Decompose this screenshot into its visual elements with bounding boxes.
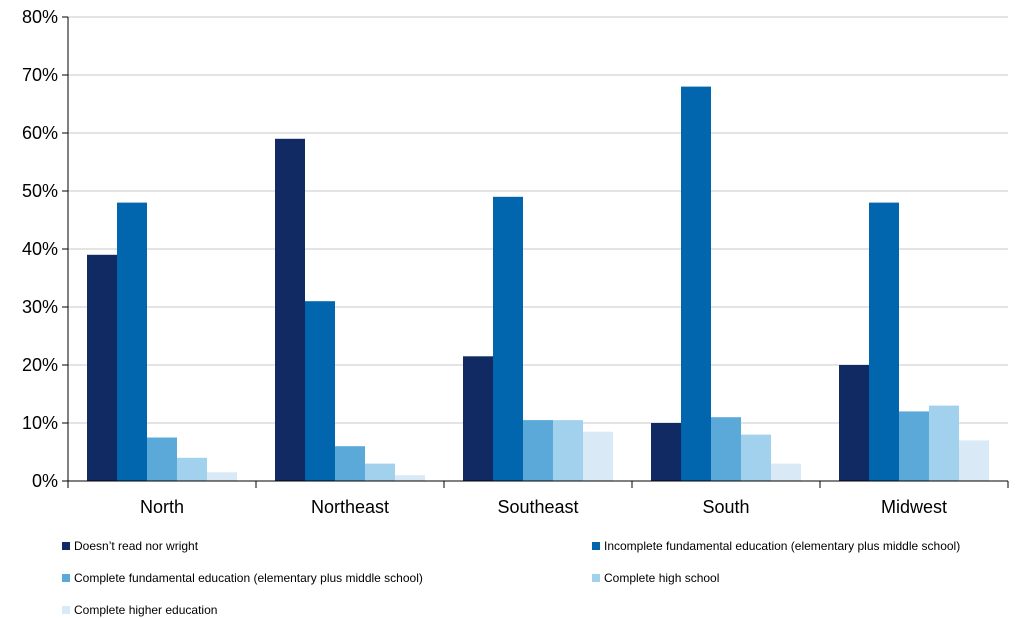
- legend-swatch: [592, 542, 600, 550]
- legend: Doesn’t read nor wright Incomplete fundam…: [62, 539, 960, 617]
- bar: [651, 423, 681, 481]
- gridlines: [68, 16, 1008, 424]
- bar: [553, 420, 583, 481]
- y-tick-label: 70%: [22, 65, 58, 85]
- bar: [305, 301, 335, 481]
- bar: [395, 475, 425, 481]
- y-tick-label: 30%: [22, 297, 58, 317]
- y-tick-label: 10%: [22, 413, 58, 433]
- legend-label: Doesn’t read nor wright: [74, 539, 199, 553]
- y-tick-label: 60%: [22, 123, 58, 143]
- bar: [741, 434, 771, 481]
- legend-swatch: [592, 574, 600, 582]
- legend-swatch: [62, 574, 70, 582]
- bar: [959, 440, 989, 481]
- bar: [839, 365, 869, 481]
- bar: [771, 463, 801, 481]
- bars: [87, 86, 989, 482]
- legend-swatch: [62, 606, 70, 614]
- bar: [929, 405, 959, 481]
- y-tick-label: 50%: [22, 181, 58, 201]
- legend-swatch: [62, 542, 70, 550]
- x-category-label: Southeast: [497, 497, 578, 517]
- bar: [899, 411, 929, 481]
- x-category-label: Northeast: [311, 497, 389, 517]
- bar: [365, 463, 395, 481]
- x-category-label: Midwest: [881, 497, 947, 517]
- bar: [147, 437, 177, 481]
- legend-label: Complete fundamental education (elementa…: [74, 571, 423, 585]
- x-category-label: South: [702, 497, 749, 517]
- legend-label: Complete high school: [604, 571, 719, 585]
- y-tick-label: 20%: [22, 355, 58, 375]
- bar: [87, 254, 117, 481]
- y-tick-label: 80%: [22, 7, 58, 27]
- bar: [711, 417, 741, 481]
- legend-label: Incomplete fundamental education (elemen…: [604, 539, 960, 553]
- y-tick-label: 0%: [32, 471, 58, 491]
- y-axis-tick-labels: 0% 10% 20% 30% 40% 50% 60% 70% 80%: [22, 7, 68, 491]
- bar: [523, 420, 553, 481]
- legend-label: Complete higher education: [74, 603, 217, 617]
- bar: [493, 196, 523, 482]
- bar: [681, 86, 711, 481]
- bar: [177, 457, 207, 481]
- bar: [869, 202, 899, 481]
- bar: [117, 202, 147, 481]
- x-category-label: North: [140, 497, 184, 517]
- bar: [583, 431, 613, 481]
- bar: [335, 446, 365, 481]
- bar: [463, 356, 493, 481]
- x-axis-category-labels: North Northeast Southeast South Midwest: [140, 497, 947, 517]
- bar: [275, 138, 305, 482]
- y-tick-label: 40%: [22, 239, 58, 259]
- bar: [207, 472, 237, 481]
